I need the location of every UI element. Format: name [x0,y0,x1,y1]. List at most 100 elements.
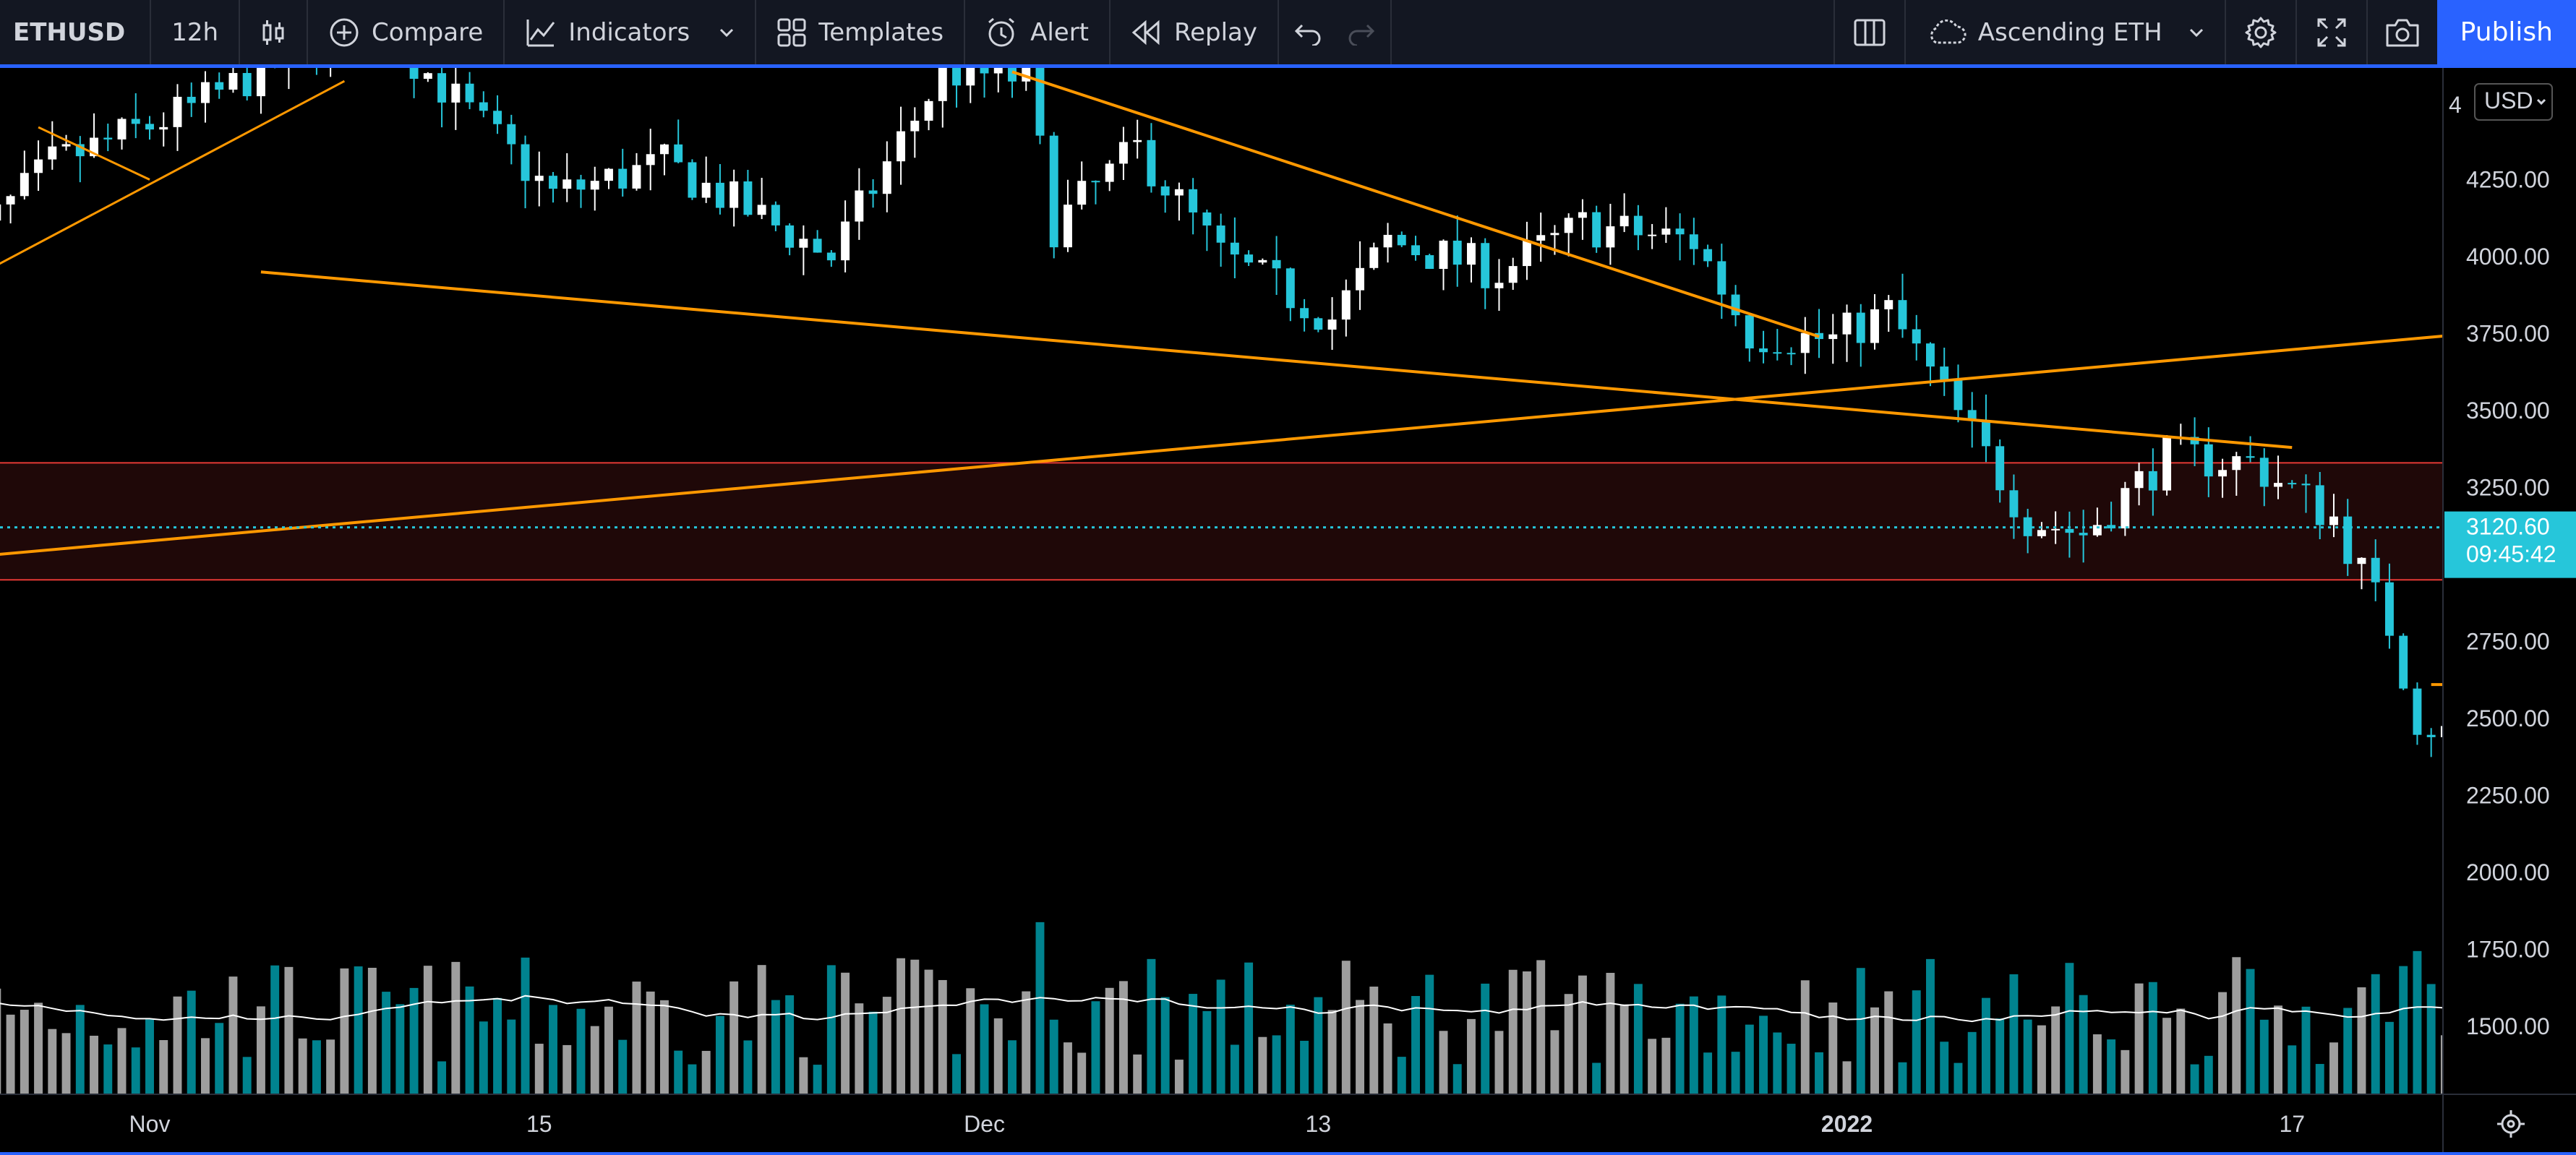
volume-bar [2329,1042,2338,1094]
volume-bar [2065,963,2074,1094]
publish-button[interactable]: Publish [2436,0,2576,64]
candle-body [897,131,906,162]
currency-chevron-icon [2536,98,2546,106]
trendline-4[interactable] [0,210,2576,558]
volume-bar [2357,987,2366,1094]
trendline-1[interactable] [38,126,150,181]
candle-body [910,120,920,132]
time-scale-settings-icon[interactable] [2497,1110,2525,1138]
indicators-icon [526,19,555,46]
candle-body [1008,68,1017,82]
currency-button[interactable] [2474,83,2553,121]
volume-bar [521,957,530,1094]
candle-body [1035,68,1045,136]
trendline-2[interactable] [1011,70,1820,338]
alert-button[interactable]: Alert [965,0,1111,64]
layout-name-button[interactable]: Ascending ETH [1904,0,2225,64]
time-scale[interactable]: Nov15Dec13202217Feb14Mar14 [129,1111,2576,1137]
candle-body [451,83,461,103]
zone-fill [0,463,2443,580]
volume-bar [270,965,280,1094]
candle-body [688,162,697,198]
volume-bar [326,1039,335,1094]
volume-bar [507,1019,516,1094]
candle-body [2343,516,2353,564]
interval-button[interactable]: 12h [151,0,241,64]
candle-body [507,124,516,145]
redo-icon[interactable] [1347,20,1376,46]
volume-bar [90,1035,98,1094]
candle-body [1369,247,1379,268]
candle-body [2065,528,2074,533]
candle-body [75,144,85,157]
candle-body [1314,318,1323,330]
volume-bar [61,1033,71,1094]
candle-body [882,161,891,194]
volume-bar [785,995,795,1094]
candles-icon [262,20,284,45]
candle-body [729,181,739,208]
price-scale[interactable]: 1500.00 1750.00 2000.00 2250.00 2500.00 2750.… [2466,167,2550,1040]
volume-bar [2107,1039,2116,1094]
candle-body [799,239,808,248]
templates-button[interactable]: Templates [756,0,966,64]
volume-bar [1077,1052,1087,1094]
candle-body [841,221,850,261]
volume-bar [159,1040,168,1094]
screenshot-button[interactable] [2366,0,2437,64]
trendlines[interactable] [0,70,2576,687]
volume-bar [2343,1008,2353,1094]
volume-bar [924,969,933,1094]
volume-bar [1842,1061,1852,1094]
candle-body [2399,635,2408,689]
symbol-search[interactable]: ETHUSD [0,0,152,64]
candle-body [1870,309,1879,343]
volume-bar [6,1014,15,1094]
volume-bar [2079,995,2088,1094]
candle-body [2218,470,2228,477]
candle-body [61,144,71,147]
candle-body [34,159,43,173]
indicators-button[interactable]: Indicators [505,0,757,64]
candle-body [201,82,210,103]
candle-body [1411,245,1420,256]
trendline-3[interactable] [260,270,2293,450]
volume-bar [2399,966,2408,1094]
price-scale-bg[interactable] [2443,68,2576,1094]
candle-body [1981,420,1990,447]
bottom-accent [0,1152,2576,1155]
settings-button[interactable] [2224,0,2295,64]
volume-bar [395,1004,405,1094]
volume-bar [382,992,391,1094]
volume-bar [1648,1039,1657,1094]
undo-redo-group [1279,0,1392,64]
chevron-down-icon[interactable] [719,27,735,38]
undo-icon[interactable] [1293,20,1322,46]
volume-bar [1898,1062,1907,1094]
candle-body [479,102,488,111]
volume-bar [103,1044,113,1094]
price-chart[interactable]: 1500.00 1750.00 2000.00 2250.00 2500.00 2750.… [0,68,2576,1155]
price-tick: 3500.00 [2466,398,2550,424]
trendline-0[interactable] [0,80,346,287]
candle-body [2148,471,2157,491]
candle-body [868,190,878,194]
chart-type-button[interactable] [240,0,309,64]
volume-bar [1550,1030,1559,1094]
volume-bar [910,959,920,1094]
candle-body [2190,437,2199,445]
compare-button[interactable]: Compare [308,0,505,64]
candle-body [1842,312,1852,335]
volume-bar [2246,969,2255,1094]
candle-body [187,96,196,103]
candle-body [1606,226,1615,248]
countdown-label: 09:45:42 [2466,541,2556,567]
layout-button[interactable] [1833,0,1904,64]
replay-button[interactable]: Replay [1111,0,1280,64]
candle-body [1828,334,1838,340]
candle-body [1300,308,1309,319]
chevron-down-icon[interactable] [2188,27,2204,38]
candle-body [1285,268,1295,309]
fullscreen-button[interactable] [2295,0,2366,64]
volume-bar [674,1050,683,1094]
